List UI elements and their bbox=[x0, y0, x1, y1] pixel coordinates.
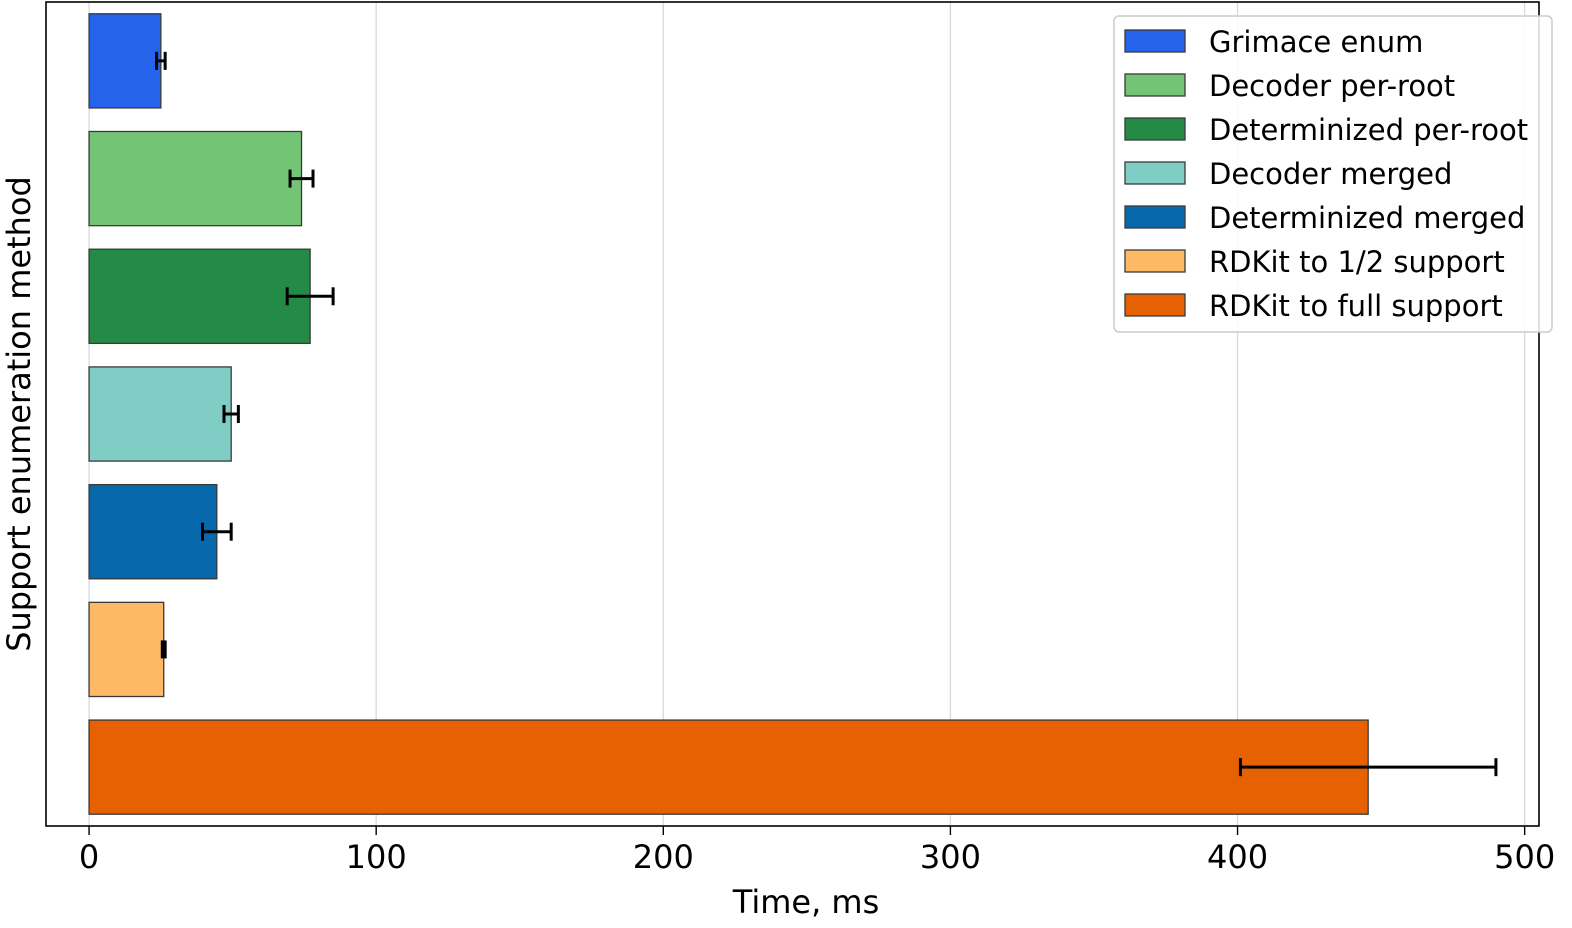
plot-frame bbox=[45, 1, 1540, 827]
bars bbox=[88, 13, 1369, 815]
legend-entry-label: Determinized merged bbox=[1209, 201, 1525, 235]
y-axis-label: Support enumeration method bbox=[0, 176, 38, 652]
x-tick-label: 200 bbox=[633, 838, 694, 876]
legend-swatch bbox=[1124, 293, 1186, 317]
x-tick-label: 0 bbox=[79, 838, 99, 876]
bar bbox=[88, 13, 162, 109]
legend-swatch bbox=[1124, 161, 1186, 185]
legend-swatch bbox=[1124, 249, 1186, 273]
legend-entry-label: Determinized per-root bbox=[1209, 113, 1528, 147]
bar bbox=[88, 719, 1369, 815]
bar bbox=[88, 601, 165, 698]
legend-entry-label: RDKit to full support bbox=[1209, 289, 1503, 323]
x-axis-ticks: 0 100 200 300 400 500 bbox=[79, 826, 1555, 876]
x-tick-label: 300 bbox=[920, 838, 981, 876]
bar bbox=[88, 130, 303, 227]
x-tick-label: 500 bbox=[1494, 838, 1555, 876]
legend-entry-label: RDKit to 1/2 support bbox=[1209, 245, 1505, 279]
error-bars bbox=[155, 51, 1498, 777]
x-tick-label: 400 bbox=[1207, 838, 1268, 876]
legend-entry-label: Decoder per-root bbox=[1209, 69, 1455, 103]
legend: Grimace enum Decoder per-root Determinized… bbox=[1113, 15, 1553, 333]
legend-swatch bbox=[1124, 205, 1186, 229]
bar bbox=[88, 248, 311, 345]
legend-swatch bbox=[1124, 73, 1186, 97]
legend-swatch bbox=[1124, 117, 1186, 141]
x-tick-label: 100 bbox=[346, 838, 407, 876]
legend-swatch bbox=[1124, 29, 1186, 53]
bar bbox=[88, 366, 232, 462]
legend-entry-label: Grimace enum bbox=[1209, 25, 1423, 59]
legend-entry-label: Decoder merged bbox=[1209, 157, 1452, 191]
legend-box bbox=[1113, 15, 1553, 333]
x-axis-label: Time, ms bbox=[732, 883, 880, 921]
bar bbox=[88, 483, 218, 580]
